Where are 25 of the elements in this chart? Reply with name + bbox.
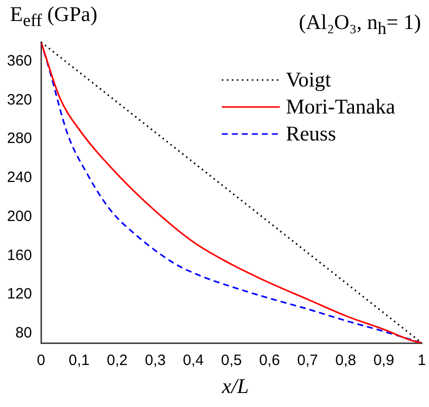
y-tick-label: 200 xyxy=(6,208,32,225)
x-tick-label: 0,8 xyxy=(335,352,356,370)
x-tick-label: 0,5 xyxy=(221,352,242,370)
chart-title: (Al₂O₃, n$_{h}$= 1) xyxy=(298,10,421,40)
x-axis-title: x/L xyxy=(222,374,249,399)
x-tick-label: 1 xyxy=(418,352,426,370)
x-tick-label: 0,4 xyxy=(182,352,204,370)
x-tick-label: 0,9 xyxy=(373,352,394,370)
y-tick-label: 120 xyxy=(6,286,32,303)
x-tick-label: 0,7 xyxy=(297,352,318,370)
legend-label: Reuss xyxy=(286,122,336,146)
y-tick-label: 160 xyxy=(6,246,32,264)
x-tick-label: 0,1 xyxy=(68,352,90,370)
y-axis-title: E$_{eff}$ (GPa) xyxy=(10,2,98,32)
x-tick-label: 0,2 xyxy=(106,352,128,370)
x-tick-label: 0,6 xyxy=(259,352,280,370)
x-tick-label: 0 xyxy=(36,352,46,370)
y-tick-label: 80 xyxy=(15,324,32,342)
y-tick-label: 360 xyxy=(6,52,32,70)
y-tick-label: 240 xyxy=(6,169,32,186)
y-tick-label: 320 xyxy=(6,91,32,108)
legend-label: Mori-Tanaka xyxy=(286,94,396,119)
legend-label: Voigt xyxy=(286,68,332,92)
x-tick-label: 0,3 xyxy=(144,352,166,370)
y-tick-label: 280 xyxy=(6,130,32,148)
